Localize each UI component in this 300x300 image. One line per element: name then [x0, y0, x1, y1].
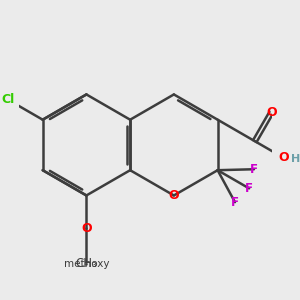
Text: CH₃: CH₃: [76, 257, 97, 270]
Text: F: F: [231, 196, 239, 209]
Text: Cl: Cl: [1, 93, 14, 106]
Text: O: O: [278, 151, 289, 164]
Text: O: O: [169, 189, 179, 202]
Text: F: F: [245, 182, 253, 195]
Text: F: F: [250, 163, 258, 176]
Text: methoxy: methoxy: [64, 259, 109, 269]
Text: methoxy: methoxy: [83, 263, 89, 264]
Text: O: O: [266, 106, 277, 119]
Text: O: O: [81, 222, 92, 235]
Text: H: H: [291, 154, 300, 164]
